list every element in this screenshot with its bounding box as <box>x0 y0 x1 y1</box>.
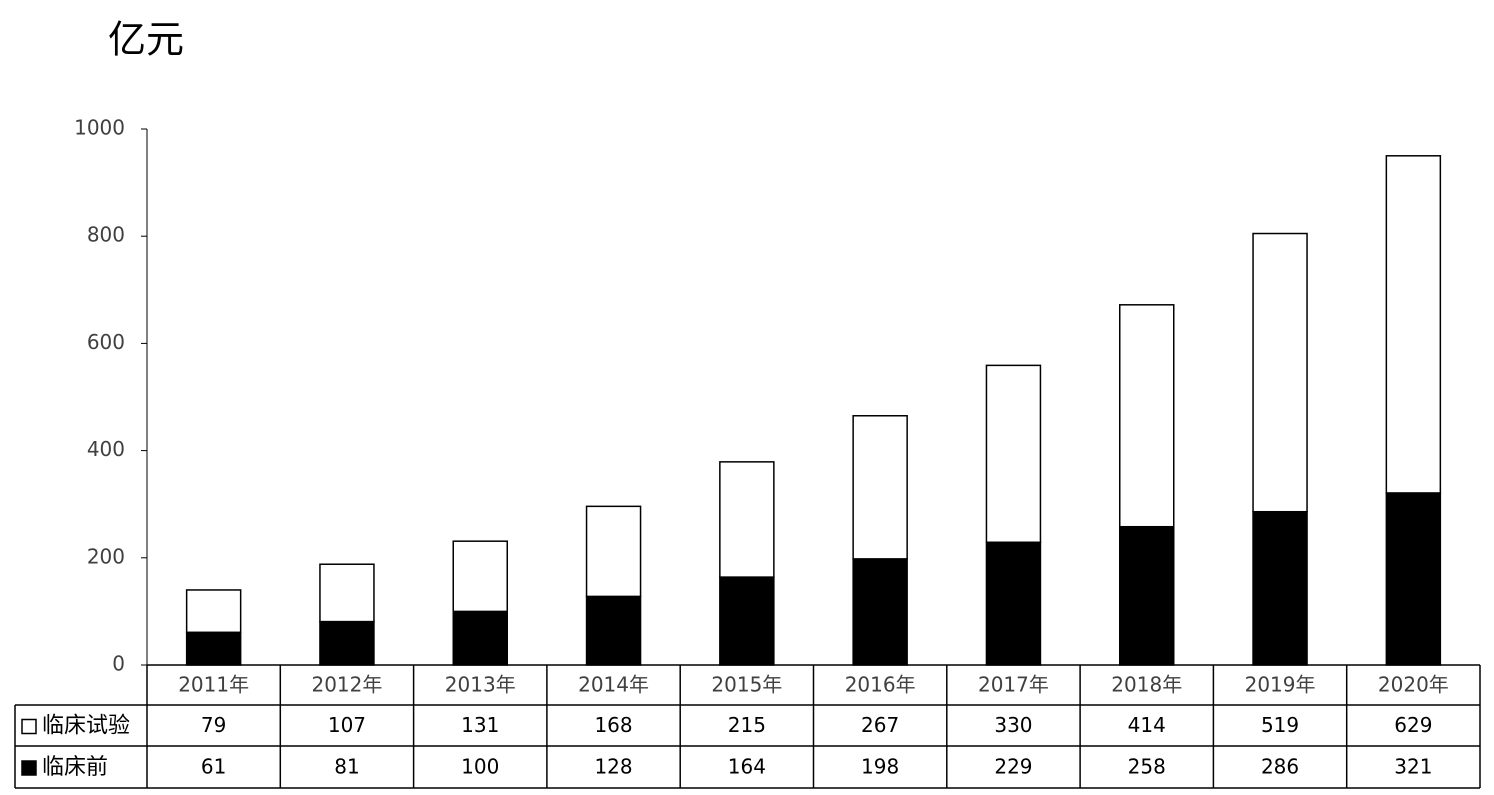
bar-segment <box>319 563 375 623</box>
legend-label: 临床前 <box>42 755 108 780</box>
table-value: 286 <box>1261 755 1299 779</box>
bar-segment <box>719 576 775 666</box>
x-tick-label: 2011年 <box>178 673 249 697</box>
legend-marker <box>21 718 37 735</box>
bar-segment <box>1252 510 1308 666</box>
bar-segment <box>852 415 908 560</box>
y-tick-label: 0 <box>112 652 125 676</box>
bar-segment <box>585 505 642 598</box>
y-tick-label: 200 <box>87 544 125 568</box>
bar-segment <box>185 589 242 634</box>
bar-segment <box>452 610 508 666</box>
chart-title: 亿元 <box>108 18 184 62</box>
legend-label: 临床试验 <box>42 714 130 739</box>
table-value: 414 <box>1128 713 1166 737</box>
bar-segment <box>585 595 642 666</box>
bar-segment <box>1385 492 1442 666</box>
legend-marker <box>21 760 37 776</box>
bar-segment <box>452 540 508 613</box>
table-value: 61 <box>201 755 226 779</box>
x-tick-label: 2019年 <box>1245 673 1316 697</box>
bar-segment <box>185 631 242 666</box>
y-tick-label: 1000 <box>74 116 125 140</box>
table-value: 215 <box>728 713 766 737</box>
bar-segment <box>985 541 1042 666</box>
bar-segment <box>1119 525 1175 666</box>
table-value: 258 <box>1128 755 1166 779</box>
bar-segment <box>1119 304 1175 528</box>
x-tick-label: 2017年 <box>978 673 1049 697</box>
table-value: 100 <box>461 755 499 779</box>
x-tick-label: 2013年 <box>445 673 516 697</box>
bar-segment <box>1385 155 1442 494</box>
y-tick-label: 400 <box>87 437 125 461</box>
x-tick-label: 2020年 <box>1378 673 1449 697</box>
table-value: 107 <box>328 713 366 737</box>
bar-segment <box>985 364 1042 544</box>
table-value: 519 <box>1261 713 1299 737</box>
table-value: 330 <box>994 713 1032 737</box>
table-value: 321 <box>1394 755 1432 779</box>
x-tick-label: 2016年 <box>845 673 916 697</box>
table-value: 267 <box>861 713 899 737</box>
y-tick-label: 600 <box>87 330 125 354</box>
bar-segment <box>319 620 375 666</box>
table-value: 131 <box>461 713 499 737</box>
table-value: 164 <box>728 755 766 779</box>
table-value: 128 <box>594 755 632 779</box>
x-tick-label: 2018年 <box>1111 673 1182 697</box>
x-tick-label: 2014年 <box>578 673 649 697</box>
bar-segment <box>1252 232 1308 513</box>
table-value: 229 <box>994 755 1032 779</box>
table-value: 629 <box>1394 713 1432 737</box>
bar-segment <box>852 558 908 666</box>
table-value: 198 <box>861 755 899 779</box>
table-value: 168 <box>594 713 632 737</box>
x-tick-label: 2015年 <box>711 673 782 697</box>
table-value: 79 <box>201 713 226 737</box>
y-tick-label: 800 <box>87 223 125 247</box>
bar-segment <box>719 461 775 578</box>
table-value: 81 <box>334 755 359 779</box>
x-tick-label: 2012年 <box>311 673 382 697</box>
